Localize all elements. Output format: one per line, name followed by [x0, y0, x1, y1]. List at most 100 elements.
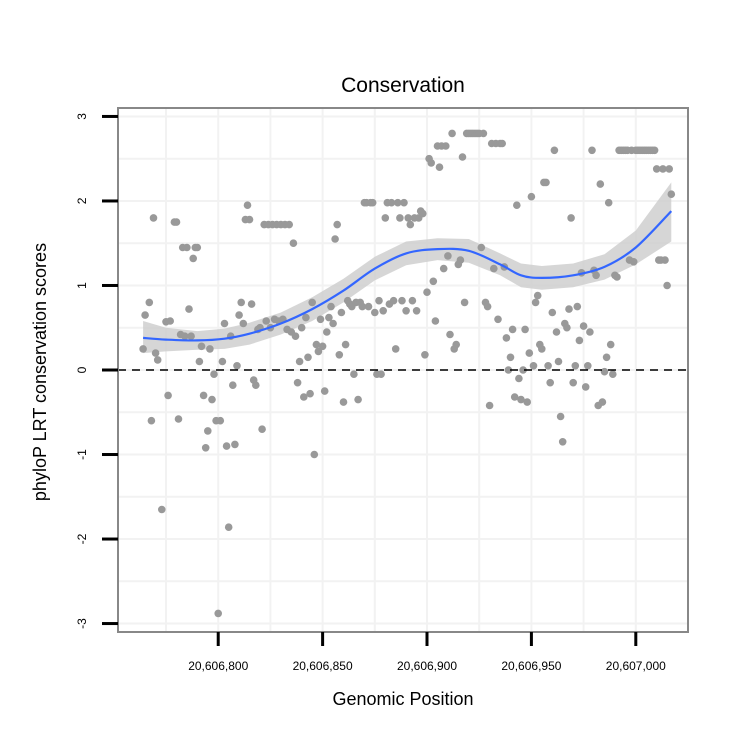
data-point: [571, 362, 580, 370]
data-point: [291, 332, 300, 341]
data-point: [371, 308, 379, 317]
data-point: [183, 243, 191, 252]
data-point: [318, 342, 327, 351]
data-point: [502, 334, 511, 342]
data-point: [239, 319, 248, 328]
data-point: [285, 220, 294, 229]
y-tick-label: 2: [75, 197, 89, 204]
chart-title: Conservation: [341, 74, 465, 97]
data-point: [533, 291, 542, 300]
data-point: [404, 214, 413, 222]
data-point: [408, 296, 417, 305]
data-point: [579, 322, 588, 330]
data-point: [295, 357, 304, 366]
smooth-line-group: [143, 210, 673, 342]
y-tick-label: 1: [75, 282, 89, 289]
data-point: [508, 325, 517, 334]
data-point: [659, 165, 667, 173]
data-point: [237, 298, 245, 307]
data-point: [529, 362, 538, 370]
data-point: [421, 351, 429, 359]
data-point: [243, 201, 252, 209]
data-point: [563, 323, 571, 332]
data-point: [517, 395, 525, 404]
x-axis-label: Genomic Position: [332, 689, 473, 709]
data-point: [519, 366, 527, 374]
data-point: [592, 271, 600, 280]
data-point: [598, 398, 607, 406]
data-point: [394, 198, 402, 207]
data-point: [350, 370, 358, 379]
data-point: [531, 298, 540, 307]
data-point: [189, 254, 197, 263]
data-point: [609, 370, 617, 379]
data-point: [323, 328, 331, 336]
data-point: [174, 415, 183, 423]
data-point: [558, 438, 567, 446]
data-point: [197, 342, 206, 351]
data-point: [310, 450, 319, 459]
data-point: [663, 281, 671, 290]
data-point: [164, 391, 172, 400]
data-point: [245, 215, 254, 224]
data-point: [661, 256, 669, 264]
data-point: [483, 302, 492, 311]
data-point: [201, 444, 210, 452]
x-tick-label: 20,606,950: [501, 659, 561, 673]
data-point: [214, 609, 222, 618]
data-point: [216, 416, 225, 425]
data-point: [485, 401, 494, 410]
data-point: [412, 307, 421, 315]
data-point: [300, 393, 308, 401]
data-point: [149, 214, 158, 222]
data-point: [193, 243, 202, 252]
data-point: [569, 378, 577, 387]
data-point: [327, 302, 335, 311]
y-tick-label: -3: [75, 618, 89, 629]
data-point: [141, 311, 149, 319]
data-point: [431, 317, 440, 325]
data-point: [139, 345, 147, 353]
data-point: [479, 129, 488, 138]
data-point: [258, 425, 266, 434]
data-point: [195, 357, 204, 366]
data-point: [320, 387, 329, 395]
data-point: [498, 139, 507, 148]
data-point: [145, 298, 154, 307]
data-point: [406, 220, 415, 229]
data-point: [391, 345, 400, 353]
data-point: [427, 159, 436, 167]
data-point: [341, 340, 350, 349]
data-point: [147, 416, 156, 425]
data-point: [252, 381, 260, 390]
data-point: [400, 198, 408, 207]
data-point: [262, 317, 271, 325]
data-point: [523, 398, 531, 406]
data-point: [652, 165, 661, 173]
y-tick-label: -2: [75, 533, 89, 544]
data-point: [504, 366, 513, 374]
data-point: [331, 235, 339, 243]
data-point: [429, 277, 438, 286]
data-point: [329, 319, 337, 328]
data-point: [375, 296, 383, 305]
data-point: [554, 357, 563, 366]
data-point: [538, 345, 546, 353]
data-point: [247, 300, 256, 308]
data-point: [452, 340, 461, 349]
data-point: [419, 209, 427, 218]
data-point: [172, 218, 181, 226]
data-point: [208, 395, 216, 404]
data-point: [218, 357, 227, 366]
data-point: [629, 258, 638, 266]
data-point: [220, 319, 229, 328]
data-point: [581, 383, 590, 391]
data-point: [181, 332, 189, 341]
data-point: [448, 129, 456, 138]
data-point: [423, 288, 431, 297]
data-point: [312, 340, 321, 349]
data-point: [456, 256, 465, 264]
data-point: [515, 374, 523, 383]
data-point: [206, 345, 214, 353]
